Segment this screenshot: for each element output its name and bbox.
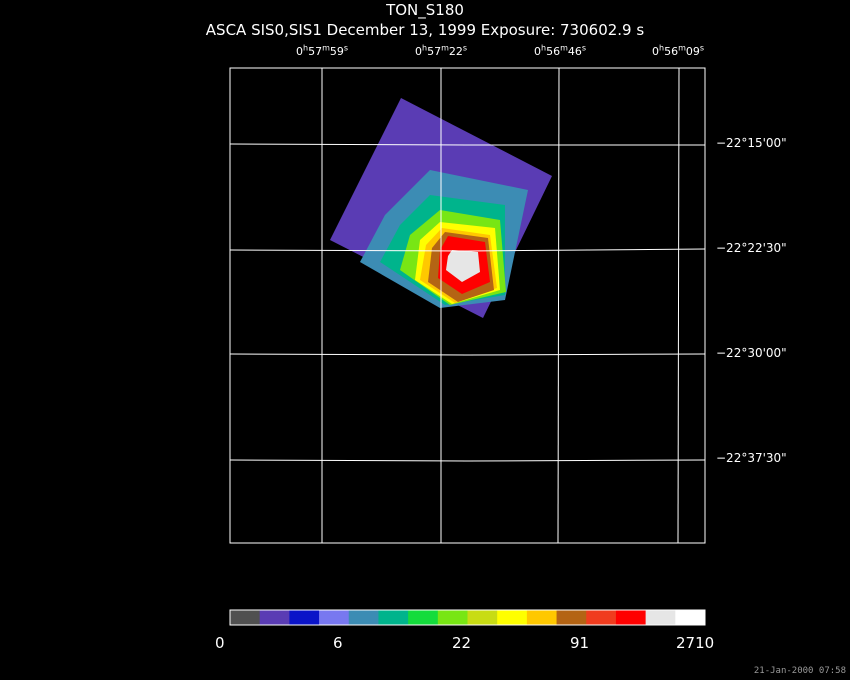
colorbar-segment (467, 610, 498, 625)
colorbar-segment (408, 610, 439, 625)
colorbar-tick-label: 22 (452, 634, 472, 652)
colorbar-tick-label: 0 (215, 634, 225, 652)
colorbar-tick-label: 91 (570, 634, 590, 652)
colorbar-segment (526, 610, 558, 625)
ra-label-2: 0h57m22s (415, 43, 468, 58)
colorbar-segment (259, 610, 290, 625)
plot-frame (229, 67, 706, 544)
colorbar-frame (229, 609, 706, 626)
colorbar-segment (348, 610, 379, 625)
image-subtitle: ASCA SIS0,SIS1 December 13, 1999 Exposur… (205, 21, 645, 39)
ra-label-4: 0h56m09s (652, 43, 705, 58)
timestamp: 21-Jan-2000 07:58 (753, 666, 846, 676)
colorbar-segment (378, 610, 409, 625)
colorbar-segment (497, 610, 528, 625)
colorbar-segment (230, 610, 261, 625)
colorbar-segment (645, 610, 676, 625)
colorbar-segment (615, 610, 647, 625)
image-title: TON_S180 (386, 1, 464, 19)
intensity-peak (446, 250, 480, 282)
colorbar-segment (319, 610, 350, 625)
dec-label-2: −22°22'30" (716, 241, 787, 255)
detector-image (330, 98, 552, 318)
dec-label-1: −22°15'00" (716, 136, 787, 150)
colorbar (230, 610, 706, 625)
colorbar-segment (675, 610, 706, 625)
ra-label-3: 0h56m46s (534, 43, 587, 58)
coordinate-grid (229, 67, 706, 544)
dec-label-3: −22°30'00" (716, 346, 787, 360)
colorbar-tick-label: 6 (333, 634, 343, 652)
colorbar-segment (289, 610, 320, 625)
colorbar-segment (586, 610, 617, 625)
colorbar-segment (437, 610, 468, 625)
dec-label-4: −22°37'30" (716, 451, 787, 465)
colorbar-segment (556, 610, 587, 625)
ra-label-1: 0h57m59s (296, 43, 349, 58)
colorbar-tick-label: 2710 (676, 634, 715, 652)
